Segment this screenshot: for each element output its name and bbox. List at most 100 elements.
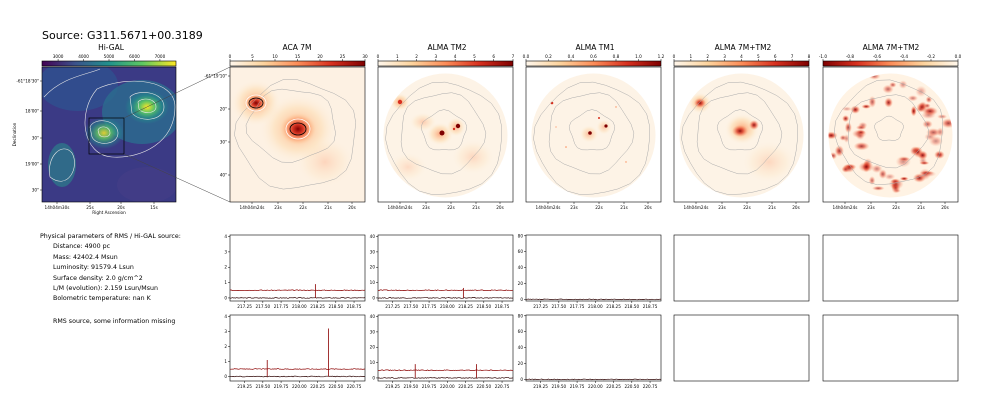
spectrum-xtick-label: 217.25 [533,304,548,309]
emission-blob [295,136,355,188]
colorbar-tick-label: 8 [808,54,811,59]
spectrum-series [230,375,365,378]
emission-blob [741,140,797,184]
emission-blob [280,113,316,145]
emission-blob [749,120,759,130]
emission-blob [884,173,896,180]
colorbar-tick-label: 7000 [155,54,166,59]
spectrum-ytick-label: 4 [224,234,227,239]
property-surface-density: Surface density: 2.0 g/cm^2 [53,274,143,282]
spectrum-ytick-label: 80 [518,313,524,318]
contour-line [696,92,783,175]
property-bolometric-temperature: Bolometric temperature: nan K [53,295,151,303]
spectrum-xtick-label: 217.50 [256,304,271,309]
emission-blob [916,106,925,113]
spectrum-ytick-label: 2 [224,265,227,270]
zoom-connector [123,153,231,203]
image-xtick-label: 14h04m24s [388,205,413,210]
image-panel-5: 14h04m24s 23s 22s 21s 20s [822,66,959,210]
emission-blob [694,98,706,108]
image-content [674,67,809,202]
spectrum-ytick-label: 30 [370,249,376,254]
spectrum-xtick-label: 218.00 [292,304,307,309]
properties-heading: Physical parameters of RMS / Hi-GAL sour… [40,233,181,240]
image-panel-2: 14h04m24s 23s 22s 21s 20s [377,66,514,210]
spectrum-xtick-label: 217.50 [404,304,419,309]
panel-title-higal: Hi-GAL [98,43,124,52]
colorbar-strip [673,60,810,67]
emission-spot [604,124,608,128]
spectrum-frame [525,314,662,382]
spectrum-series [526,298,661,301]
spectrum-xtick-label: 217.75 [422,304,437,309]
image-xtick-label: 20s [941,205,949,210]
image-xtick-label: 14h04m24s [833,205,858,210]
higal-ytick-label: 30" [32,188,39,193]
higal-ylabel: Declination [12,122,17,146]
higal-contour [89,120,119,144]
image-xtick-label: 22s [743,205,751,210]
spectrum-xtick-label: 220.25 [606,384,621,389]
spectrum-xtick-label: 219.25 [237,384,252,389]
colorbar-tick-label: 0.6 [590,54,597,59]
source-features [828,73,953,194]
colorbar-tick-label: 1 [396,54,399,59]
physical-parameters: Physical parameters of RMS / Hi-GAL sour… [40,232,181,327]
image-xtick-label: 21s [620,205,628,210]
emission-blob [871,185,885,191]
spectrum-frame [822,234,959,302]
higal-region [48,143,76,187]
colorbar-0: 3000 4000 5000 6000 7000 [41,54,177,67]
emission-blob [915,85,927,98]
higal-xtick-label: 14h04m30s [45,205,70,210]
source-features [688,92,797,184]
spectrum-xtick-label: 218.25 [458,304,473,309]
image-xtick-label: 23s [570,205,578,210]
image-panel-3: 14h04m24s 23s 22s 21s 20s [525,66,662,210]
emission-blob [842,115,850,123]
image-xtick-label: 23s [274,205,282,210]
spectrum-frame [229,234,366,302]
spectrum-xtick-label: 220.00 [440,384,455,389]
spectrum-ytick-label: 4 [224,314,227,319]
spectrum-ytick-label: 40 [370,234,376,239]
colorbar-tick-label: 4 [454,54,457,59]
emission-blob [841,165,850,173]
spectrum-xtick-label: 220.50 [476,384,491,389]
colorbar-tick-label: 6000 [129,54,140,59]
spectrum-ytick-label: 3 [224,329,227,334]
colorbar-tick-label: 5 [473,54,476,59]
property-distance: Distance: 4900 pc [53,243,111,251]
spectrum-plot [378,364,513,379]
image-content [526,67,661,202]
image-panel-1: -61°19'10" 20" 30" 40" 14h04m24s 23s 22s 21s 20s [204,66,366,210]
spectrum-xtick-label: 220.75 [643,384,658,389]
higal-xlabel: Right Ascension [92,210,126,215]
contour-line [400,92,487,175]
higal-region [42,67,118,111]
image-ytick-label: 30" [220,140,227,145]
spectrum-frame [377,314,514,382]
image-xtick-label: 22s [892,205,900,210]
spectrum-xtick-label: 219.50 [404,384,419,389]
higal-ytick-label: -61°18'30" [16,79,39,84]
emission-blob [882,84,894,94]
spectrum-xtick-label: 218.00 [440,304,455,309]
colorbar-strip [525,60,662,67]
spectrum-xtick-label: 217.25 [385,304,400,309]
colorbar-tick-label: 5 [757,54,760,59]
higal-ytick-label: 19'00" [25,162,39,167]
contour-line [681,81,798,195]
colorbar-5: -1.0 -0.8 -0.6 -0.4 -0.2 0.0 [819,54,962,67]
spectrum-xtick-label: 219.25 [533,384,548,389]
spectrum-ytick-label: 80 [518,233,524,238]
colorbar-tick-label: 20 [317,54,323,59]
image-frame [229,66,366,203]
emission-blob [446,117,466,137]
emission-blob [853,141,870,151]
spectrum-series [526,378,661,381]
higal-xtick-label: 20s [117,205,125,210]
higal-contour [49,148,75,182]
